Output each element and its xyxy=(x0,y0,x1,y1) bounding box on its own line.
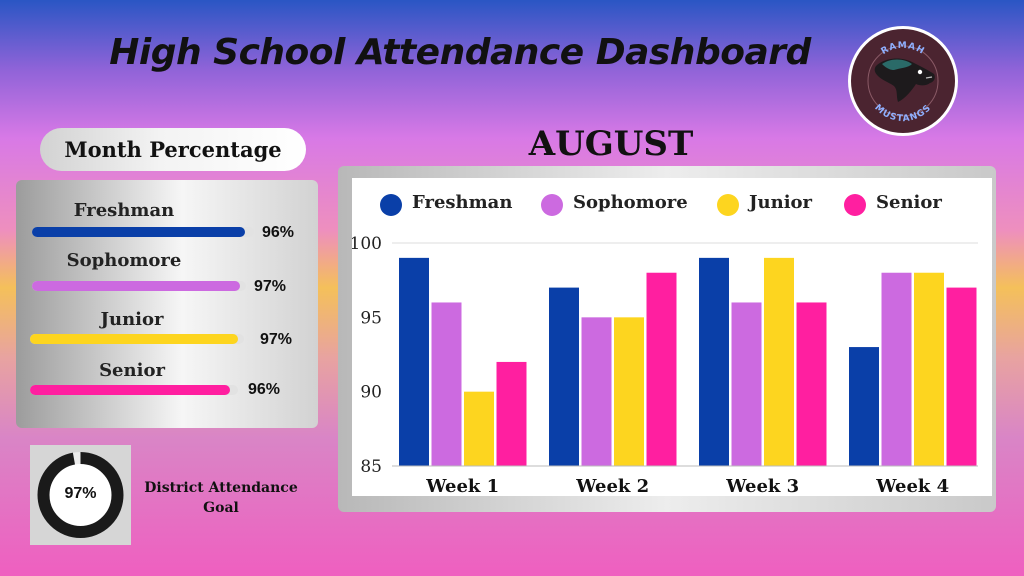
goal-caption: District Attendance Goal xyxy=(140,478,302,518)
bar-freshman-week-1 xyxy=(399,257,429,466)
bar-senior-week-3 xyxy=(796,302,827,466)
goal-progress-ring xyxy=(37,452,124,538)
y-tick-label: 90 xyxy=(360,383,382,403)
month-heading: AUGUST xyxy=(528,124,694,164)
junior-progress-track xyxy=(30,334,244,344)
bar-junior-week-3 xyxy=(764,257,794,466)
mustang-horse-icon xyxy=(874,58,935,102)
x-category-label: Week 2 xyxy=(575,476,649,496)
sophomore-label: Sophomore xyxy=(66,250,182,271)
legend-senior-swatch xyxy=(844,194,866,216)
junior-value: 97% xyxy=(260,331,293,348)
bar-senior-week-4 xyxy=(946,287,977,466)
senior-value: 96% xyxy=(248,381,281,398)
freshman-progress-track xyxy=(32,227,254,237)
legend-sophomore-swatch xyxy=(541,194,563,216)
junior-progress-fill xyxy=(30,334,238,344)
bar-junior-week-2 xyxy=(614,317,644,466)
x-category-label: Week 4 xyxy=(875,476,949,496)
bar-sophomore-week-1 xyxy=(431,302,462,466)
sophomore-value: 97% xyxy=(254,278,287,295)
bar-junior-week-1 xyxy=(464,391,494,466)
x-category-label: Week 1 xyxy=(425,476,499,496)
ramah-mustangs-logo: RAMAH MUSTANGS xyxy=(848,26,958,136)
bar-freshman-week-4 xyxy=(849,347,879,466)
goal-value: 97% xyxy=(64,485,97,502)
legend-freshman-swatch xyxy=(380,194,402,216)
dashboard-title: High School Attendance Dashboard xyxy=(109,32,811,73)
attendance-bar-chart: 85 90 95 100 Week 1 Week 2 Week 3 Week 4 xyxy=(352,234,978,496)
legend-senior-label: Senior xyxy=(876,192,942,213)
freshman-label: Freshman xyxy=(73,200,175,221)
y-tick-label: 95 xyxy=(360,308,382,328)
y-tick-label: 85 xyxy=(360,457,382,477)
goal-caption-line1: District Attendance xyxy=(144,480,298,496)
freshman-value: 96% xyxy=(262,224,295,241)
legend-junior-label: Junior xyxy=(749,192,813,213)
freshman-progress-fill xyxy=(32,227,246,237)
junior-label: Junior xyxy=(100,309,164,330)
bar-junior-week-4 xyxy=(914,272,944,466)
sophomore-progress-track xyxy=(32,281,246,291)
bar-sophomore-week-2 xyxy=(581,317,612,466)
month-percentage-heading: Month Percentage xyxy=(40,128,306,171)
month-percentage-panel: Freshman 96% Sophomore 97% Junior 97% Se… xyxy=(16,180,318,428)
sophomore-progress-fill xyxy=(32,281,240,291)
legend-freshman-label: Freshman xyxy=(412,192,513,213)
x-category-label: Week 3 xyxy=(725,476,799,496)
chart-area: Freshman Sophomore Junior Senior 85 90 95 1… xyxy=(352,178,992,496)
bar-senior-week-2 xyxy=(646,272,677,466)
bar-freshman-week-2 xyxy=(549,287,579,466)
legend-sophomore-label: Sophomore xyxy=(573,192,688,213)
goal-caption-line2: Goal xyxy=(203,500,239,516)
district-goal-gauge: 97% xyxy=(30,445,131,545)
bar-sophomore-week-3 xyxy=(731,302,762,466)
bar-freshman-week-3 xyxy=(699,257,729,466)
bar-sophomore-week-4 xyxy=(881,272,912,466)
bar-senior-week-1 xyxy=(496,361,527,466)
senior-progress-fill xyxy=(30,385,230,395)
legend-junior-swatch xyxy=(717,194,739,216)
senior-progress-track xyxy=(30,385,238,395)
y-tick-label: 100 xyxy=(352,234,382,254)
senior-label: Senior xyxy=(99,360,165,381)
